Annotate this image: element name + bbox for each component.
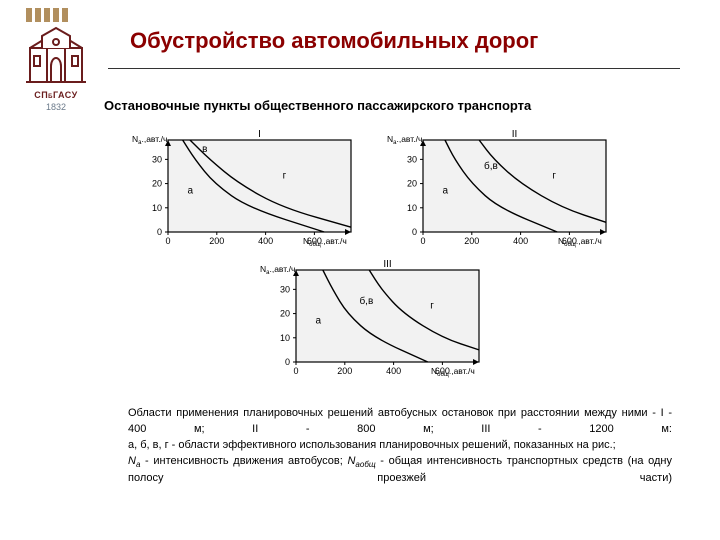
logo-bars	[20, 8, 92, 22]
svg-text:б,в: б,в	[484, 160, 498, 172]
svg-text:200: 200	[337, 366, 352, 376]
logo: СПбГАСУ 1832	[20, 8, 92, 112]
svg-text:I: I	[258, 129, 261, 140]
svg-text:г: г	[552, 171, 556, 182]
svg-text:0: 0	[157, 227, 162, 237]
desc-line-3: Nа - интенсивность движения автобусов; N…	[128, 454, 672, 487]
chart-III: 02004006000102030аб,вгNа.,авт./чNобщ.,ав…	[258, 256, 483, 380]
svg-text:200: 200	[209, 236, 224, 246]
svg-text:400: 400	[513, 236, 528, 246]
chart-I: 02004006000102030авгNа.,авт./чNобщ.,авт.…	[130, 126, 355, 250]
svg-text:Nа.,авт./ч: Nа.,авт./ч	[260, 264, 295, 276]
svg-text:30: 30	[279, 284, 289, 294]
svg-text:10: 10	[152, 203, 162, 213]
svg-text:Nа.,авт./ч: Nа.,авт./ч	[387, 134, 422, 146]
logo-building-icon	[20, 26, 92, 88]
chart-II: 02004006000102030аб,вгNа.,авт./чNобщ.,ав…	[385, 126, 610, 250]
svg-text:10: 10	[407, 203, 417, 213]
svg-text:0: 0	[284, 357, 289, 367]
logo-text: СПбГАСУ	[20, 90, 92, 100]
svg-text:а: а	[188, 185, 194, 196]
svg-text:0: 0	[165, 236, 170, 246]
svg-text:400: 400	[386, 366, 401, 376]
desc-line-2: а, б, в, г - области эффективного исполь…	[128, 438, 672, 454]
description: Области применения планировочных решений…	[128, 406, 672, 487]
svg-text:30: 30	[407, 154, 417, 164]
svg-text:0: 0	[420, 236, 425, 246]
svg-text:0: 0	[412, 227, 417, 237]
svg-text:30: 30	[152, 154, 162, 164]
svg-text:б,в: б,в	[359, 295, 373, 307]
svg-text:400: 400	[258, 236, 273, 246]
desc-line-1: Области применения планировочных решений…	[128, 406, 672, 438]
svg-text:III: III	[383, 259, 391, 270]
charts-container: 02004006000102030авгNа.,авт./чNобщ.,авт.…	[130, 126, 610, 386]
svg-text:г: г	[430, 301, 434, 312]
svg-text:в: в	[202, 144, 207, 155]
svg-text:20: 20	[407, 179, 417, 189]
svg-text:II: II	[512, 129, 518, 140]
svg-text:0: 0	[293, 366, 298, 376]
subtitle: Остановочные пункты общественного пассаж…	[104, 98, 531, 113]
logo-year: 1832	[20, 102, 92, 112]
svg-text:20: 20	[279, 309, 289, 319]
title-underline	[108, 68, 680, 69]
svg-text:200: 200	[464, 236, 479, 246]
svg-text:а: а	[315, 315, 321, 326]
page-title: Обустройство автомобильных дорог	[130, 28, 538, 54]
svg-text:г: г	[283, 171, 287, 182]
svg-text:20: 20	[152, 179, 162, 189]
svg-text:а: а	[443, 185, 449, 196]
svg-text:10: 10	[279, 333, 289, 343]
svg-text:Nа.,авт./ч: Nа.,авт./ч	[132, 134, 167, 146]
